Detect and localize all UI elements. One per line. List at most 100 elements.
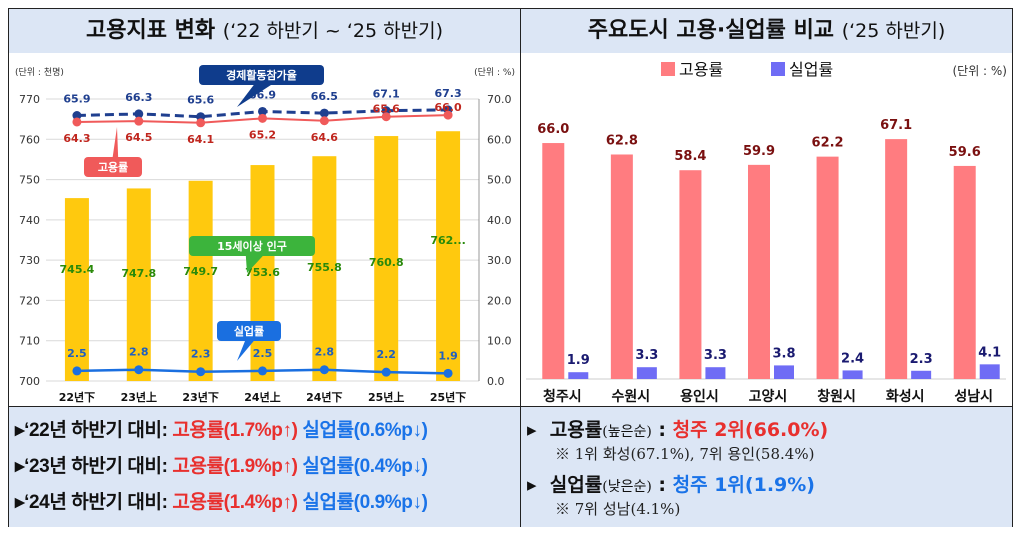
title-text: 주요도시 고용·실업률 비교 (587, 18, 835, 43)
population-label: 749.7 (183, 265, 218, 278)
unemployment-point (72, 366, 82, 376)
population-label: 745.4 (60, 263, 95, 276)
population-label: 755.8 (307, 261, 342, 274)
unemp-change: 실업률(0.4%p↓) (302, 456, 428, 477)
participation-label: 66.3 (125, 91, 152, 104)
x-tick-label: 화성시 (886, 389, 925, 405)
x-tick-label: 24년下 (306, 390, 342, 404)
employment-label: 65.6 (373, 103, 400, 116)
participation-label: 65.9 (63, 93, 90, 106)
right-tick-label: 0.0 (487, 375, 505, 388)
unemployment-bar (979, 364, 1000, 379)
employment-callout-label: 고용률 (98, 161, 128, 174)
emp-result: 청주 2위(66.0%) (672, 419, 829, 441)
left-tick-label: 770 (19, 93, 40, 106)
unit-label: (단위 : %) (952, 64, 1007, 78)
infographic: 고용지표 변화 (‘22 하반기 ~ ‘25 하반기) 700 0.0 710 10.… (8, 8, 1013, 527)
population-label: 760.8 (369, 256, 404, 269)
unemployment-label: 2.3 (191, 348, 211, 361)
unemp-change: 실업률(0.9%p↓) (302, 492, 428, 513)
participation-callout (199, 65, 324, 85)
emp-change: 고용률(1.4%p↑) (172, 492, 298, 513)
unemp-order: (낮은순) (602, 479, 652, 495)
employment-label: 59.6 (949, 145, 981, 160)
employment-callout (84, 157, 142, 177)
emp-summary: ▸ 고용률(높은순) : 청주 2위(66.0%) (527, 419, 829, 441)
bullet-prefix: ‘23년 하반기 대비: (24, 456, 173, 477)
unemp-change: 실업률(0.6%p↓) (302, 420, 428, 441)
unemp-label: 실업률 (549, 474, 603, 496)
right-tick-label: 70.0 (487, 93, 512, 106)
right-summary: ▸ 고용률(높은순) : 청주 2위(66.0%) ※ 1위 화성(67.1%)… (521, 406, 1012, 527)
participation-label: 67.3 (435, 87, 462, 100)
left-tick-label: 730 (19, 254, 40, 267)
right-tick-label: 30.0 (487, 254, 512, 267)
unemp-result: 청주 1위(1.9%) (672, 474, 815, 496)
emp-note: ※ 1위 화성(67.1%), 7위 용인(58.4%) (555, 445, 815, 463)
unemployment-label: 2.5 (253, 347, 273, 360)
unemployment-label: 2.2 (376, 348, 396, 361)
unemp-summary: ▸ 실업률(낮은순) : 청주 1위(1.9%) (527, 474, 815, 496)
x-tick-label: 성남시 (954, 388, 993, 405)
employment-indicators-panel: 고용지표 변화 (‘22 하반기 ~ ‘25 하반기) 700 0.0 710 10.… (9, 9, 521, 527)
population-pointer (245, 254, 265, 273)
colon: : (651, 474, 673, 496)
colon: : (651, 419, 673, 441)
x-tick-label: 창원시 (817, 388, 856, 405)
participation-point (258, 106, 267, 116)
population-callout-label: 15세이상 인구 (217, 239, 287, 253)
right-tick-label: 10.0 (487, 335, 512, 348)
employment-bar (610, 154, 633, 379)
employment-label: 64.1 (187, 133, 214, 146)
x-tick-label: 25년下 (430, 390, 466, 404)
x-tick-label: 24년上 (244, 390, 280, 404)
unemployment-label: 1.9 (438, 349, 458, 362)
employment-label: 66.0 (537, 122, 569, 137)
employment-point (443, 110, 453, 120)
population-label: 747.8 (121, 267, 156, 280)
comparison-bullet: ▸‘24년 하반기 대비: 고용률(1.4%p↑) 실업률(0.9%p↓) (15, 492, 428, 513)
population-bar (312, 156, 337, 381)
unemployment-callout-label: 실업률 (234, 324, 264, 338)
left-tick-label: 720 (19, 294, 40, 307)
left-tick-label: 710 (19, 335, 40, 348)
employment-label: 59.9 (743, 144, 775, 159)
participation-point (319, 108, 329, 118)
unemployment-label: 3.3 (635, 348, 658, 363)
x-tick-label: 청주시 (543, 389, 582, 405)
employment-point (381, 112, 391, 122)
unemployment-bar (911, 370, 932, 379)
right-tick-label: 50.0 (487, 174, 512, 187)
city-comparison-panel: 주요도시 고용·실업률 비교 (‘25 하반기) 고용률 실업률 (단위 : %) 6… (521, 9, 1012, 527)
population-callout (189, 236, 315, 256)
left-tick-label: 700 (19, 375, 40, 388)
unemployment-point (319, 365, 329, 375)
participation-pointer (237, 83, 274, 107)
emp-change: 고용률(1.7%p↑) (172, 420, 298, 441)
comparison-bullet: ▸‘22년 하반기 대비: 고용률(1.7%p↑) 실업률(0.6%p↓) (15, 420, 428, 441)
participation-label: 67.1 (373, 88, 400, 101)
participation-point (72, 111, 82, 121)
x-tick-label: 23년下 (182, 390, 218, 404)
employment-label: 67.1 (880, 118, 912, 133)
unemployment-callout (217, 321, 281, 341)
employment-label: 64.5 (125, 131, 152, 144)
population-bar (436, 131, 461, 381)
x-tick-label: 25년上 (368, 390, 404, 404)
right-tick-label: 20.0 (487, 294, 512, 307)
employment-chart: 700 0.0 710 10.0 720 20.0 730 30.0 740 40.0 750 50.… (15, 65, 515, 404)
participation-point (134, 109, 144, 119)
x-tick-label: 용인시 (680, 388, 719, 405)
employment-point (134, 116, 144, 126)
legend-label-employment: 고용률 (679, 60, 723, 79)
right-tick-label: 40.0 (487, 214, 512, 227)
participation-label: 65.6 (187, 94, 214, 107)
unemployment-label: 2.8 (315, 346, 335, 359)
unemployment-point (134, 365, 144, 375)
employment-label: 62.2 (812, 136, 844, 151)
unemployment-label: 1.9 (567, 353, 590, 368)
unemployment-label: 3.3 (704, 348, 727, 363)
unemployment-bar (774, 365, 794, 379)
unemployment-point (258, 366, 267, 376)
left-tick-label: 760 (19, 133, 40, 146)
